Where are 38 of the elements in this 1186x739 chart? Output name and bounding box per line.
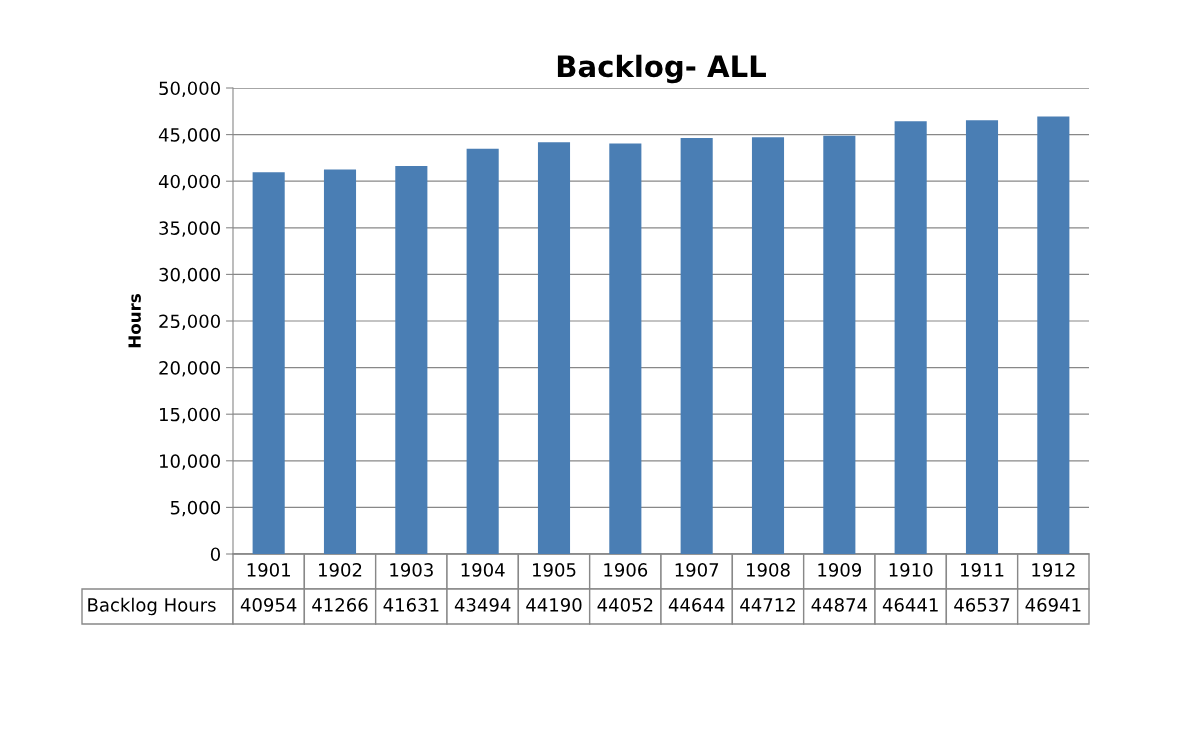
x-tick-label: 1912	[1032, 563, 1075, 577]
x-tick-label: 1905	[533, 563, 576, 577]
y-axis-title: Hours	[128, 294, 141, 348]
y-tick-label: 20,000	[159, 361, 220, 377]
data-label: 46441	[882, 598, 938, 612]
x-tick-label: 1906	[604, 563, 648, 577]
y-tick-label: 40,000	[158, 174, 220, 191]
x-tick-label: 1904	[461, 563, 505, 577]
data-label: 44712	[740, 598, 795, 612]
data-label: 46537	[954, 598, 1010, 612]
x-tick-label: 1903	[390, 563, 433, 577]
x-tick-label: 1907	[675, 563, 719, 577]
data-label: 44052	[597, 598, 653, 612]
x-tick-label: 1911	[961, 563, 1004, 577]
y-tick-label: 10,000	[160, 454, 220, 470]
x-tick-label: 1910	[889, 563, 933, 577]
data-label: 44644	[668, 598, 725, 612]
data-label: 43494	[454, 598, 511, 612]
text: Backlog Hours	[88, 597, 216, 616]
y-tick-label: 35,000	[159, 221, 220, 237]
x-tick-label: 1901	[247, 563, 290, 577]
data-label: 44874	[811, 598, 868, 612]
x-tick-label: 1909	[818, 563, 862, 577]
y-tick-label: 45,000	[158, 128, 220, 144]
data-label: 40954	[240, 598, 297, 612]
y-tick-label: 15,000	[160, 407, 220, 424]
y-tick-label: 25,000	[159, 314, 220, 330]
y-tick-label: 50,000	[159, 81, 220, 97]
y-tick-label: 5,000	[170, 500, 220, 517]
data-label: 41631	[383, 598, 439, 612]
y-tick-label: 0	[210, 547, 220, 562]
data-label: 46941	[1025, 598, 1081, 612]
x-tick-label: 1908	[747, 563, 790, 577]
y-tick-label: 30,000	[159, 267, 220, 284]
data-label: 41266	[312, 598, 368, 612]
data-label: 44190	[526, 598, 582, 612]
x-tick-label: 1902	[319, 563, 362, 577]
chart-title: Backlog- ALL	[557, 54, 766, 84]
